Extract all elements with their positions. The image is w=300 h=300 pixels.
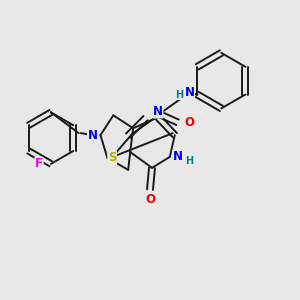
Text: F: F — [35, 158, 43, 170]
Text: O: O — [184, 116, 194, 129]
Text: N: N — [88, 129, 98, 142]
Text: N: N — [184, 86, 194, 99]
Text: S: S — [108, 152, 116, 164]
Text: H: H — [176, 89, 184, 100]
Text: N: N — [153, 105, 163, 118]
Text: N: N — [173, 150, 183, 164]
Text: O: O — [145, 193, 155, 206]
Text: H: H — [186, 156, 194, 166]
